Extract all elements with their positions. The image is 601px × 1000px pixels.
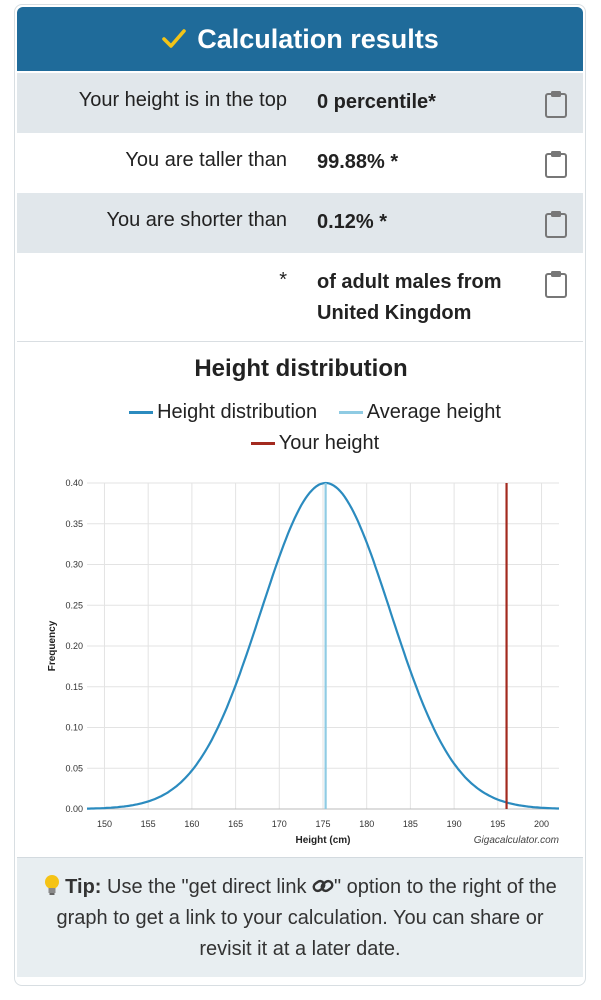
y-tick-label: 0.10 xyxy=(65,723,83,733)
y-tick-label: 0.15 xyxy=(65,682,83,692)
chart-legend: Height distribution Average height Your … xyxy=(65,397,565,459)
result-row-top-percentile: Your height is in the top 0 percentile* xyxy=(17,73,583,133)
x-tick-label: 160 xyxy=(184,819,199,829)
x-tick-label: 155 xyxy=(141,819,156,829)
legend-item-average[interactable]: Average height xyxy=(338,397,501,428)
legend-item-distribution[interactable]: Height distribution xyxy=(129,397,317,428)
tip-text-before: Use the "get direct link xyxy=(101,876,312,898)
result-value-line1: of adult males from xyxy=(317,271,502,293)
legend-item-your-height[interactable]: Your height xyxy=(250,428,380,459)
x-tick-label: 175 xyxy=(315,819,330,829)
result-label: * xyxy=(279,269,287,291)
y-tick-label: 0.30 xyxy=(65,560,83,570)
y-tick-label: 0.00 xyxy=(65,804,83,814)
clipboard-icon[interactable] xyxy=(544,269,568,299)
lightbulb-icon xyxy=(45,875,60,895)
legend-label: Your height xyxy=(278,432,380,454)
result-label: Your height is in the top xyxy=(78,89,287,111)
y-tick-label: 0.35 xyxy=(65,519,83,529)
result-label: You are shorter than xyxy=(106,209,288,231)
x-axis-label: Height (cm) xyxy=(296,835,351,846)
clipboard-icon[interactable] xyxy=(544,149,568,179)
y-tick-label: 0.20 xyxy=(65,641,83,651)
x-tick-label: 165 xyxy=(228,819,243,829)
clipboard-icon[interactable] xyxy=(544,209,568,239)
result-value: 99.88% * xyxy=(317,151,399,173)
x-tick-label: 190 xyxy=(447,819,462,829)
height-distribution-chart: 0.00 0.05 0.10 0.15 0.20 0.25 0.30 0.35 0.40 150 1… xyxy=(47,478,559,846)
result-value: 0 percentile* xyxy=(317,91,436,113)
y-tick-label: 0.40 xyxy=(65,478,83,488)
legend-label: Average height xyxy=(366,401,501,423)
x-tick-label: 170 xyxy=(272,819,287,829)
link-icon[interactable] xyxy=(312,877,334,895)
result-value: of adult males from United Kingdom xyxy=(317,267,501,329)
y-tick-label: 0.05 xyxy=(65,763,83,773)
x-tick-label: 200 xyxy=(534,819,549,829)
result-row-population: * of adult males from United Kingdom xyxy=(17,253,583,341)
results-card: Calculation results Your height is in th… xyxy=(14,4,586,986)
result-value-line2: United Kingdom xyxy=(317,302,472,324)
y-axis-label: Frequency xyxy=(47,620,58,671)
distribution-curve xyxy=(87,481,559,810)
x-tick-label: 180 xyxy=(359,819,374,829)
result-row-taller: You are taller than 99.88% * xyxy=(17,133,583,193)
x-tick-label: 150 xyxy=(97,819,112,829)
chart-title: Height distribution xyxy=(194,355,408,382)
legend-label: Height distribution xyxy=(157,401,318,423)
tip-text-after: " option to the right of the graph to ge… xyxy=(56,876,557,960)
x-tick-label: 195 xyxy=(490,819,505,829)
tip-label: Tip: xyxy=(65,876,102,898)
divider xyxy=(17,341,583,342)
result-value: 0.12% * xyxy=(317,211,388,233)
tip-box: Tip: Use the "get direct link " option t… xyxy=(17,857,583,977)
x-tick-label: 185 xyxy=(403,819,418,829)
y-tick-label: 0.25 xyxy=(65,600,83,610)
results-header: Calculation results xyxy=(17,7,583,71)
chart-credit: Gigacalculator.com xyxy=(474,835,559,846)
result-row-shorter: You are shorter than 0.12% * xyxy=(17,193,583,253)
result-label: You are taller than xyxy=(125,149,287,171)
check-icon xyxy=(162,29,187,48)
results-title: Calculation results xyxy=(197,23,439,54)
clipboard-icon[interactable] xyxy=(544,89,568,119)
